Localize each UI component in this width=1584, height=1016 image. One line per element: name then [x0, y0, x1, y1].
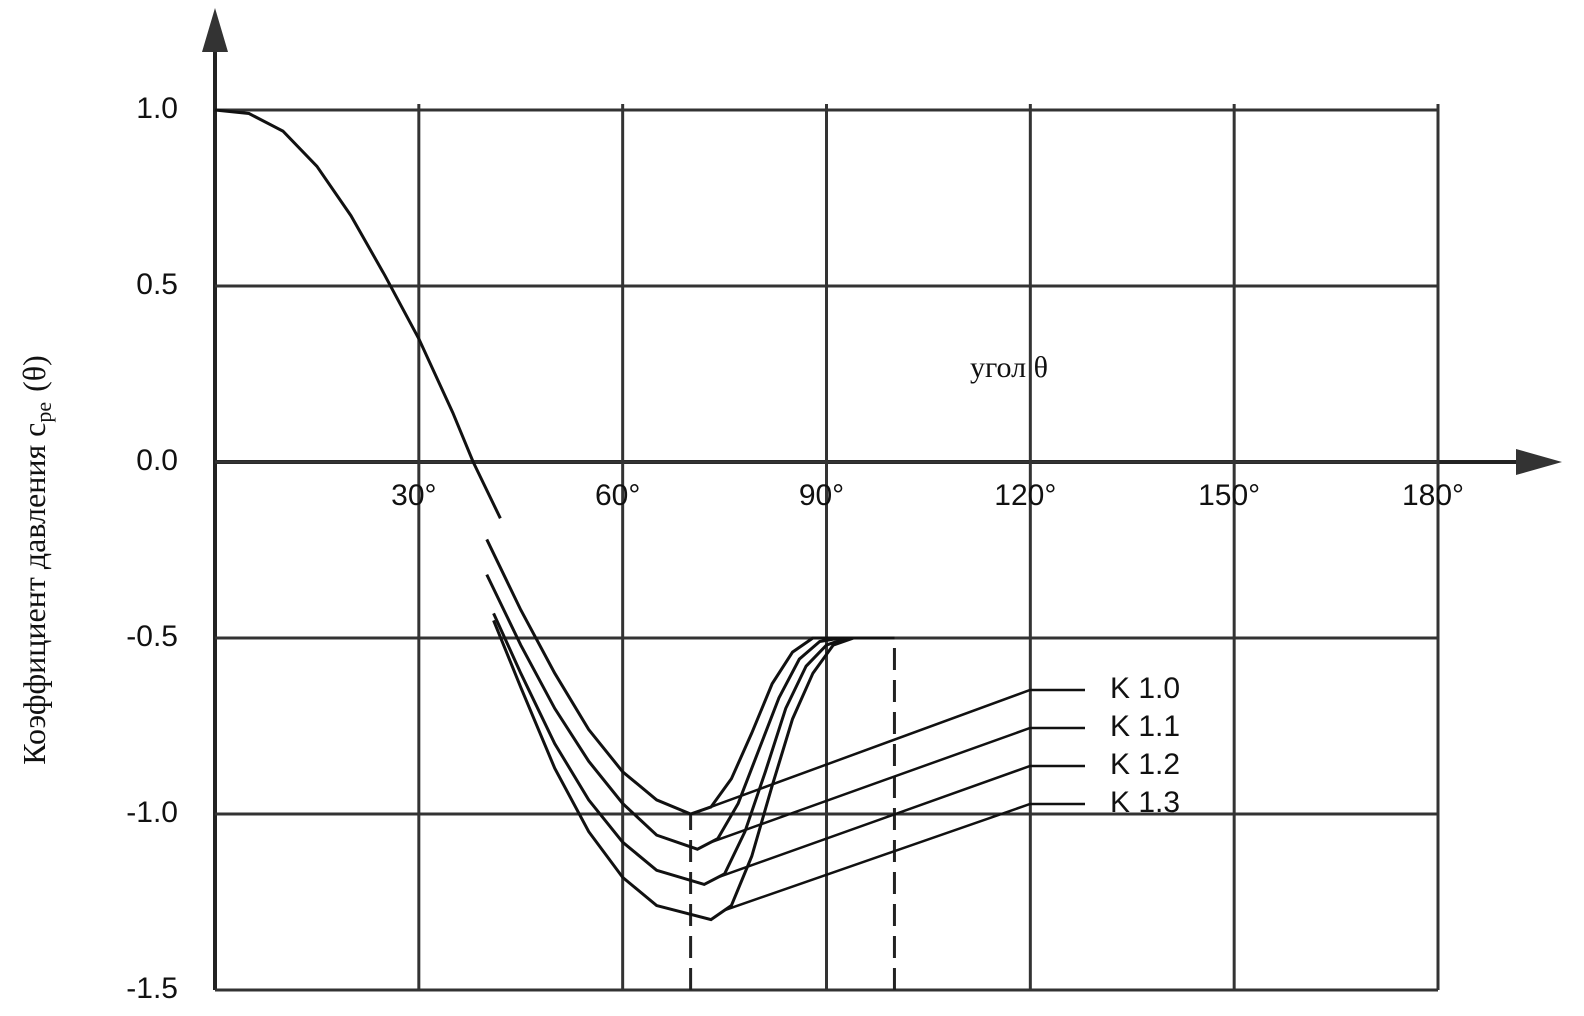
legend-label: K 1.0 [1110, 672, 1180, 705]
x-tick-label: 180° [1402, 479, 1464, 512]
y-tick-label: -1.0 [126, 796, 178, 829]
y-axis-arrow [202, 8, 228, 52]
x-tick-label: 60° [595, 479, 640, 512]
x-tick-label: 90° [799, 479, 844, 512]
legend-label: K 1.1 [1110, 710, 1180, 743]
y-tick-label: 1.0 [136, 92, 178, 125]
y-tick-label: 0.0 [136, 444, 178, 477]
y-axis-title-sub: pe [31, 402, 56, 423]
leader-line [724, 802, 1085, 912]
main-curve [214, 108, 502, 519]
legend-label: K 1.3 [1110, 786, 1180, 819]
y-axis-title-main: Коэффициент давления c [16, 423, 52, 765]
leader-line [717, 764, 1085, 879]
x-tick-label: 120° [994, 479, 1056, 512]
y-tick-label: 0.5 [136, 268, 178, 301]
annotation: угол θ [970, 351, 1048, 384]
y-axis-title-suffix: (θ) [16, 355, 52, 392]
leader-line [703, 688, 1085, 811]
series-line [485, 573, 895, 851]
series-line [492, 612, 895, 887]
y-axis-title: Коэффициент давления cpe (θ) [16, 355, 56, 765]
y-tick-label: -1.5 [126, 972, 178, 1005]
legend-label: K 1.2 [1110, 748, 1180, 781]
series-line [492, 619, 895, 922]
y-tick-label: -0.5 [126, 620, 178, 653]
leader-line [710, 726, 1085, 844]
x-tick-label: 150° [1198, 479, 1260, 512]
x-tick-label: 30° [391, 479, 436, 512]
x-axis-arrow [1516, 449, 1562, 475]
series-line [485, 538, 895, 816]
